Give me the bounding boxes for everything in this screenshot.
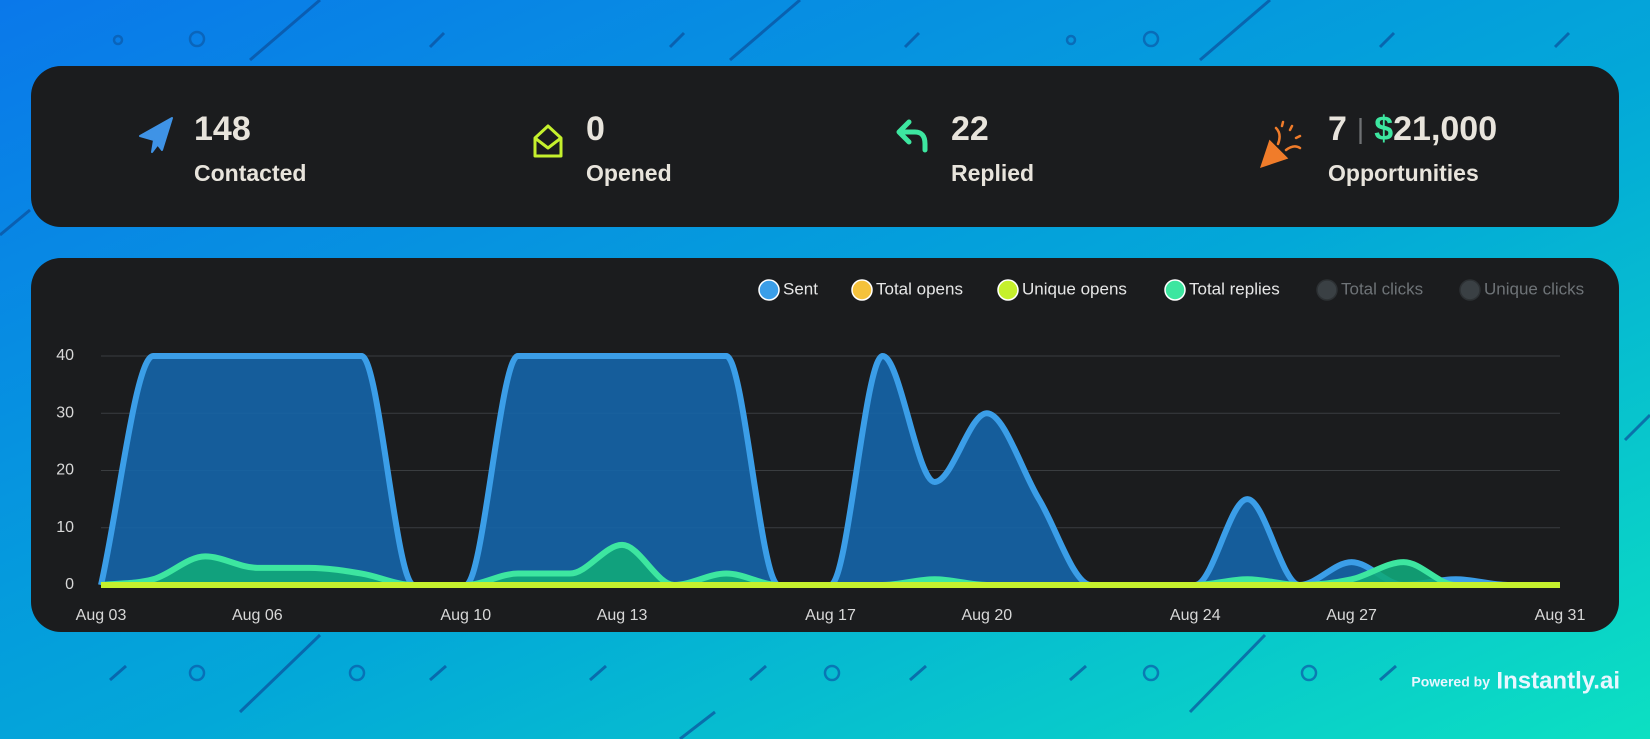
x-tick-label: Aug 20 <box>961 607 1012 624</box>
y-tick-label: 20 <box>56 462 74 479</box>
stats: 148 Contacted 0 Opened 22 Replied 7 | $21,000 Opp… <box>194 110 1497 186</box>
area-fill <box>101 356 1560 585</box>
decoration <box>112 30 1318 682</box>
stat-count: 7 <box>1328 110 1347 148</box>
icon-opened <box>533 124 563 158</box>
legend-label: Total clicks <box>1341 279 1423 298</box>
icon-replied <box>896 119 928 153</box>
legend-label: Total opens <box>876 279 963 298</box>
x-tick-label: Aug 27 <box>1326 607 1377 624</box>
stat-separator: | <box>1357 113 1364 144</box>
stat-currency: $ <box>1374 110 1393 148</box>
stat-value: 22 <box>951 110 989 148</box>
icon-opportunities <box>1260 120 1302 168</box>
stat-label: Replied <box>951 160 1034 186</box>
legend-swatch <box>1316 279 1338 301</box>
x-tick-label: Aug 17 <box>805 607 856 624</box>
stat-value: 148 <box>194 110 251 148</box>
x-tick-label: Aug 24 <box>1170 607 1221 624</box>
stat-value: 0 <box>586 110 605 148</box>
legend-swatch <box>997 279 1019 301</box>
x-tick-label: Aug 13 <box>597 607 648 624</box>
legend-swatch <box>758 279 780 301</box>
icon-contacted <box>139 117 173 153</box>
x-tick-label: Aug 31 <box>1535 607 1586 624</box>
legend-label: Unique opens <box>1022 279 1127 298</box>
stat-amount: 21,000 <box>1393 110 1497 148</box>
y-tick-label: 0 <box>65 576 74 593</box>
legend-swatch <box>851 279 873 301</box>
legend-swatch <box>1459 279 1481 301</box>
area-fill <box>101 544 1560 585</box>
stats-card <box>31 66 1619 227</box>
brand: Instantly.ai <box>1496 667 1620 694</box>
legend-swatch <box>1164 279 1186 301</box>
stat-label: Opportunities <box>1328 160 1479 186</box>
legend-label: Unique clicks <box>1484 279 1584 298</box>
x-tick-label: Aug 06 <box>232 607 283 624</box>
stat-value: 7 | $21,000 <box>1328 110 1497 148</box>
y-tick-label: 30 <box>56 404 74 421</box>
stat-label: Contacted <box>194 160 306 186</box>
legend-label: Total replies <box>1189 279 1280 298</box>
stat-label: Opened <box>586 160 672 186</box>
y-tick-label: 40 <box>56 347 74 364</box>
legend-label: Sent <box>783 279 818 298</box>
x-tick-label: Aug 10 <box>440 607 491 624</box>
y-tick-label: 10 <box>56 519 74 536</box>
chart: 0 10 20 30 40 Aug 03 Aug 06 Aug 10 Aug 13 Aug 17 A… <box>56 279 1585 624</box>
x-tick-label: Aug 03 <box>76 607 127 624</box>
powered-by: Powered by <box>1411 674 1490 690</box>
